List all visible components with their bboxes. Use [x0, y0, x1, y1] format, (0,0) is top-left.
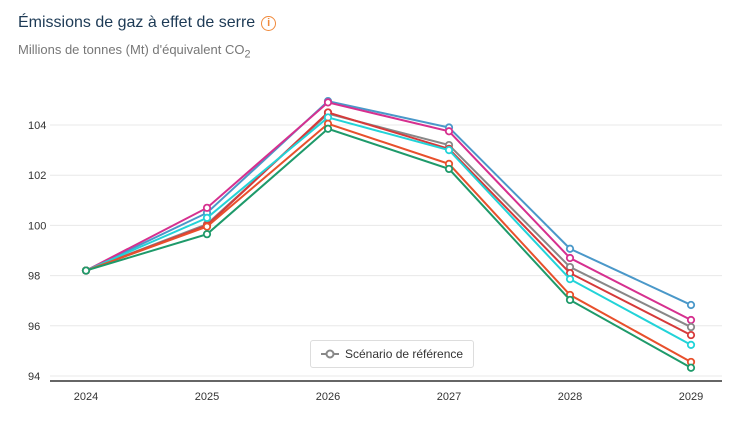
info-icon[interactable]: i	[261, 15, 277, 31]
data-point	[686, 315, 696, 325]
data-point	[202, 203, 212, 212]
series-line	[85, 122, 692, 363]
data-point	[202, 230, 212, 239]
y-tick-label: 98	[28, 271, 40, 283]
data-point	[686, 340, 696, 349]
data-point	[202, 222, 212, 231]
subtitle-text: Millions de tonnes (Mt) d'équivalent CO	[18, 42, 245, 57]
data-point	[323, 124, 333, 133]
data-point	[444, 127, 454, 136]
data-point	[686, 300, 696, 310]
x-tick-label: 2026	[316, 391, 340, 403]
y-tick-label: 96	[28, 321, 40, 333]
data-point	[565, 244, 575, 253]
data-point	[565, 295, 575, 305]
x-tick-label: 2027	[437, 391, 461, 403]
x-tick-label: 2025	[195, 391, 219, 403]
series-line	[85, 127, 692, 369]
y-tick-label: 102	[28, 170, 46, 182]
x-tick-label: 2028	[558, 391, 582, 403]
series-line	[85, 116, 692, 346]
data-point	[565, 275, 575, 284]
legend-marker	[321, 349, 339, 359]
y-tick-label: 100	[28, 220, 46, 232]
data-point	[81, 266, 91, 275]
data-point	[323, 98, 333, 107]
subtitle-subscript: 2	[244, 48, 251, 61]
data-point	[444, 146, 454, 155]
chart-title: Émissions de gaz à effet de serre i	[18, 14, 277, 32]
data-point	[686, 330, 696, 340]
chart-subtitle: Millions de tonnes (Mt) d'équivalent CO2	[18, 42, 251, 61]
data-point	[444, 164, 454, 174]
data-point	[202, 213, 212, 222]
series-line	[85, 101, 692, 321]
y-tick-label: 104	[28, 120, 46, 132]
y-tick-label: 94	[28, 371, 40, 383]
x-tick-label: 2029	[679, 391, 703, 403]
series-line	[85, 100, 692, 306]
data-point	[686, 322, 696, 332]
data-point	[686, 363, 696, 372]
title-text: Émissions de gaz à effet de serre	[18, 14, 256, 31]
legend-label: Scénario de référence	[345, 347, 464, 361]
data-point	[565, 253, 575, 263]
legend-item[interactable]: Scénario de référence	[310, 340, 475, 368]
x-tick-label: 2024	[74, 391, 98, 403]
